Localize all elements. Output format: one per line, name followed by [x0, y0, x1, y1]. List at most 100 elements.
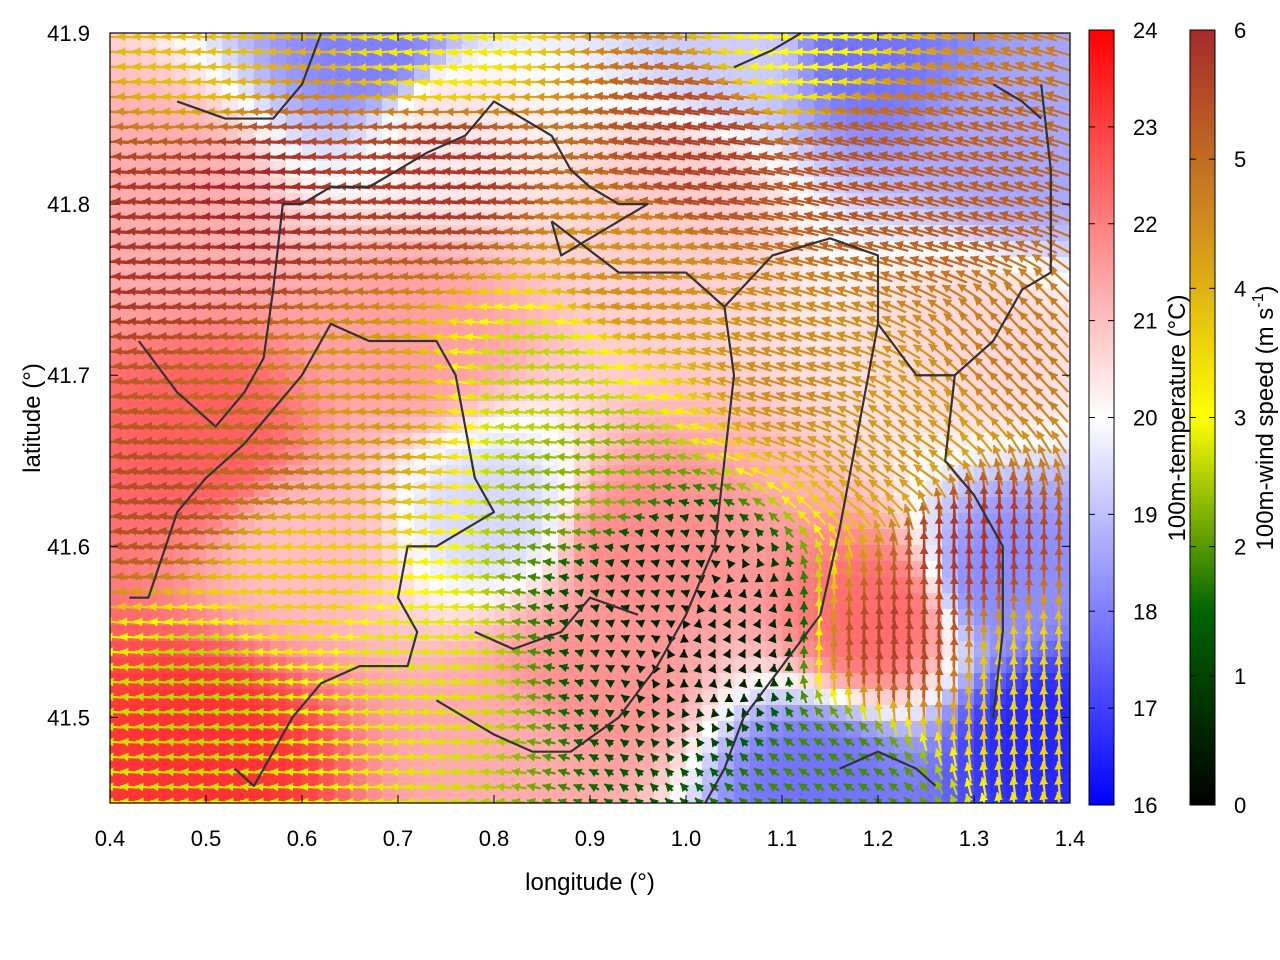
temperature-cell [270, 785, 287, 802]
temperature-cell [126, 641, 143, 658]
temperature-cell [702, 689, 719, 706]
temperature-cell [270, 641, 287, 658]
plot-area [110, 33, 1070, 803]
temperature-cell [126, 657, 143, 674]
temperature-cell [606, 625, 623, 642]
temperature-cell [446, 641, 463, 658]
temperature-cell [302, 321, 319, 338]
temperature-cell [830, 609, 847, 626]
temperature-cell [110, 785, 127, 802]
temperature-cell [334, 145, 351, 162]
temperature-cell [558, 481, 575, 498]
temperature-cell [254, 305, 271, 322]
temperature-cell [302, 257, 319, 274]
temperature-cell [222, 785, 239, 802]
temperature-cell [238, 305, 255, 322]
temperature-cell [126, 113, 143, 130]
temperature-cell [430, 721, 447, 738]
temperature-cell [174, 577, 191, 594]
temperature-cell [190, 577, 207, 594]
temperature-cell [206, 577, 223, 594]
temperature-cell [270, 657, 287, 674]
temperature-cell [302, 721, 319, 738]
temperature-cell [318, 81, 335, 98]
temperature-cell [958, 577, 975, 594]
temperature-cell [174, 65, 191, 82]
temperature-cell [238, 177, 255, 194]
temperature-cell [238, 561, 255, 578]
temperature-cell [302, 145, 319, 162]
temperature-cell [270, 625, 287, 642]
temperature-cell [958, 289, 975, 306]
temperature-cell [958, 625, 975, 642]
temperature-cell [206, 625, 223, 642]
temperature-cell [190, 81, 207, 98]
temperature-cell [190, 65, 207, 82]
temperature-cell [542, 401, 559, 418]
temperature-cell [158, 305, 175, 322]
temperature-cell [110, 337, 127, 354]
temperature-cell [174, 241, 191, 258]
temperature-cell [158, 97, 175, 114]
temperature-cell [206, 737, 223, 754]
temperature-cell [158, 241, 175, 258]
temperature-cell [398, 481, 415, 498]
temperature-cell [334, 81, 351, 98]
temperature-cell [414, 257, 431, 274]
temperature-cell [270, 705, 287, 722]
temperature-cell [318, 241, 335, 258]
temperature-cell [254, 785, 271, 802]
temperature-cell [142, 673, 159, 690]
temperature-cell [222, 177, 239, 194]
temperature-cell [158, 161, 175, 178]
temperature-cell [110, 657, 127, 674]
temperature-cell [414, 481, 431, 498]
temperature-cell [174, 321, 191, 338]
temperature-cell [430, 641, 447, 658]
temperature-cell [798, 641, 815, 658]
temperature-cell [190, 641, 207, 658]
temperature-cell [958, 497, 975, 514]
temperature-cell [958, 561, 975, 578]
temperature-cell [206, 561, 223, 578]
temperature-cell [1054, 497, 1070, 514]
temperature-cell [302, 161, 319, 178]
temperature-cell [190, 625, 207, 642]
temperature-cell [446, 737, 463, 754]
temperature-cell [1038, 673, 1055, 690]
temperature-cell [814, 673, 831, 690]
temperature-cell [142, 305, 159, 322]
temperature-cell [334, 241, 351, 258]
temperature-cell [126, 673, 143, 690]
temperature-cell [734, 673, 751, 690]
temperature-cell [318, 145, 335, 162]
temperature-cell [126, 785, 143, 802]
temperature-cell [222, 65, 239, 82]
temperature-cell [206, 641, 223, 658]
temperature-cell [302, 241, 319, 258]
temperature-cell [126, 561, 143, 578]
temperature-cell [110, 721, 127, 738]
temperature-cell [430, 481, 447, 498]
temperature-cell [814, 657, 831, 674]
temperature-cell [206, 177, 223, 194]
temperature-cell [270, 305, 287, 322]
temperature-cell [318, 561, 335, 578]
temperature-cell [430, 737, 447, 754]
temperature-cell [142, 657, 159, 674]
temperature-cell [126, 321, 143, 338]
temperature-cell [270, 321, 287, 338]
temperature-cell [542, 481, 559, 498]
temperature-cell [302, 65, 319, 82]
temperature-cell [286, 337, 303, 354]
temperature-cell [542, 385, 559, 402]
temperature-cell [286, 305, 303, 322]
temperature-cell [174, 145, 191, 162]
temperature-cell [222, 545, 239, 562]
temperature-cell [142, 321, 159, 338]
temperature-cell [558, 497, 575, 514]
temperature-cell [318, 65, 335, 82]
temperature-cell [206, 721, 223, 738]
temperature-cell [254, 417, 271, 434]
